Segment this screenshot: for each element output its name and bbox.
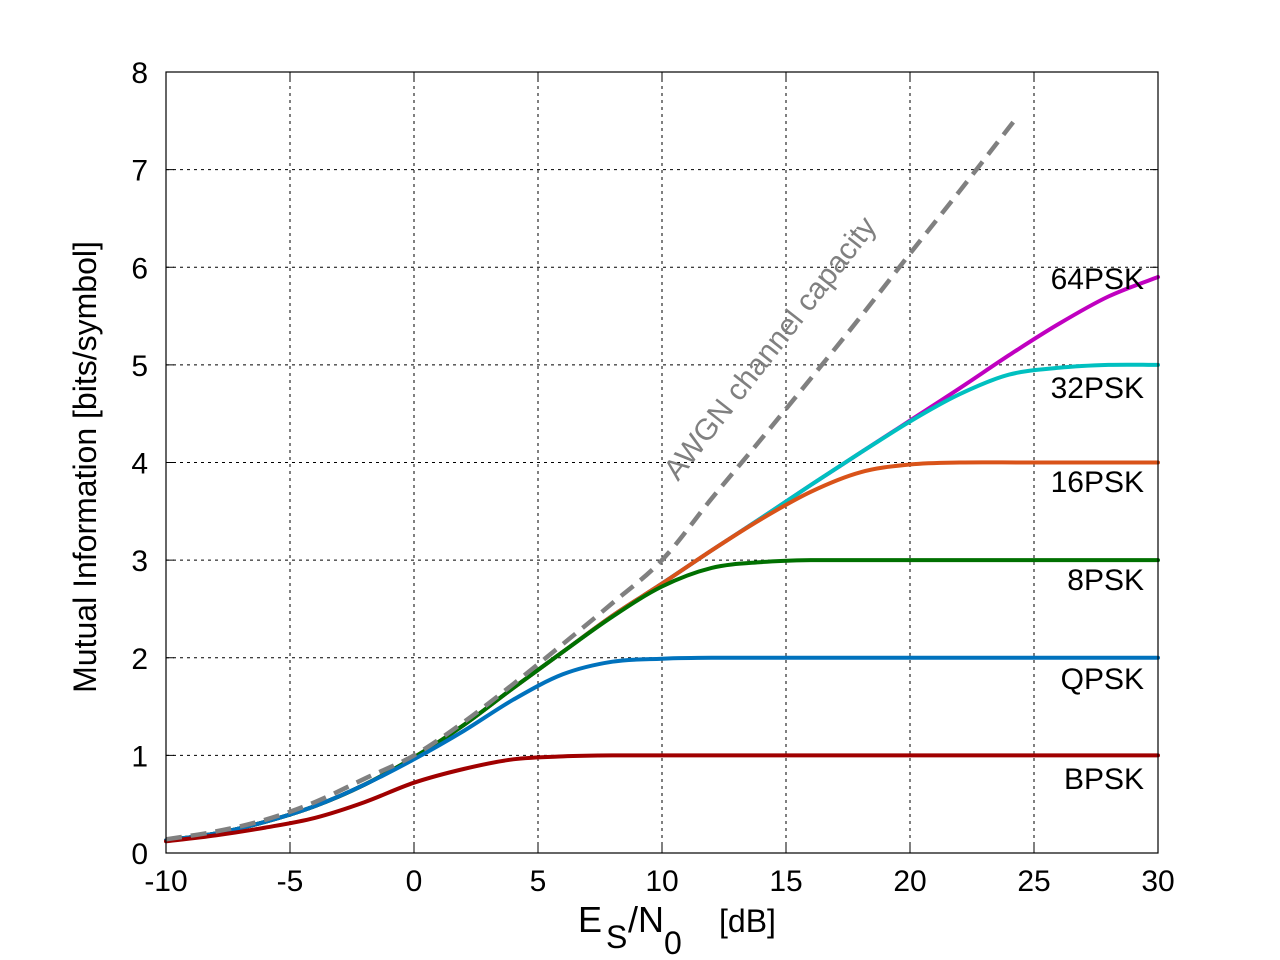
y-tick-label: 7 (131, 155, 148, 188)
series-layer: BPSK QPSK 8PSK 16PSK 32PSK 64PSK (164, 119, 1160, 844)
x-tick-label: 25 (1017, 865, 1050, 898)
tick-layer: -10 -5 0 5 10 15 20 25 30 0 1 2 3 4 5 6 7 8 (131, 57, 1174, 898)
x-tick-label: -5 (277, 865, 304, 898)
series-label-qpsk: QPSK (1061, 663, 1144, 696)
series-line-8psk (164, 557, 1160, 843)
x-axis-title-sub1: S (606, 919, 627, 955)
x-tick-label: 15 (769, 865, 802, 898)
x-tick-label: 30 (1141, 865, 1174, 898)
x-axis-title-main: E (578, 899, 602, 940)
capacity-annotation: AWGN channel capacity (658, 211, 883, 487)
x-axis-title-sub2: 0 (664, 925, 682, 960)
series-label-8psk: 8PSK (1067, 564, 1144, 597)
series-label-16psk: 16PSK (1051, 466, 1144, 499)
series-line-bpsk (164, 753, 1160, 844)
y-tick-label: 1 (131, 740, 148, 773)
series-line-qpsk (164, 655, 1160, 843)
y-tick-label: 0 (131, 838, 148, 871)
x-tick-label: 10 (645, 865, 678, 898)
y-tick-label: 3 (131, 545, 148, 578)
y-tick-label: 8 (131, 57, 148, 90)
x-axis-title-unit: [dB] (719, 903, 776, 939)
x-tick-label: 20 (893, 865, 926, 898)
x-tick-label: -10 (144, 865, 187, 898)
x-tick-label: 5 (530, 865, 547, 898)
x-axis-title: E S /N 0 [dB] (578, 899, 776, 960)
series-label-32psk: 32PSK (1051, 372, 1144, 405)
plot-frame (165, 71, 1159, 854)
y-tick-label: 6 (131, 252, 148, 285)
series-line-16psk (164, 460, 1160, 843)
y-axis-title: Mutual Information [bits/symbol] (67, 241, 103, 693)
y-tick-label: 4 (131, 448, 148, 481)
x-axis-title-mid: /N (628, 899, 664, 940)
series-label-64psk: 64PSK (1051, 263, 1144, 296)
y-tick-label: 5 (131, 350, 148, 383)
x-tick-label: 0 (406, 865, 423, 898)
series-label-bpsk: BPSK (1064, 763, 1144, 796)
capacity-line (165, 119, 1016, 842)
y-tick-label: 2 (131, 643, 148, 676)
